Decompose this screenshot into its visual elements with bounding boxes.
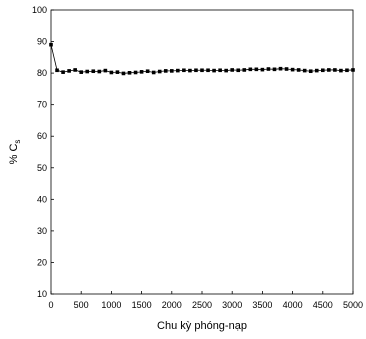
data-point (73, 68, 77, 72)
data-point (242, 68, 247, 72)
x-tick-label: 500 (74, 300, 89, 310)
data-point (157, 69, 162, 74)
data-point (260, 67, 265, 72)
data-point (61, 70, 65, 74)
data-point (97, 69, 102, 74)
x-tick-label: 1000 (101, 300, 121, 310)
x-tick-label: 0 (48, 300, 53, 310)
x-tick-label: 2000 (162, 300, 182, 310)
data-point (67, 69, 71, 73)
x-tick-label: 1500 (132, 300, 152, 310)
x-tick-label: 4000 (283, 300, 303, 310)
y-tick-label: 70 (37, 100, 47, 110)
series-layer (49, 42, 355, 76)
data-point (115, 70, 120, 74)
y-tick-label: 90 (37, 37, 47, 47)
data-point (296, 68, 301, 72)
data-point (91, 69, 96, 74)
data-point (351, 68, 355, 72)
y-axis-ticks: 10 20 30 40 50 60 70 80 90 100 (32, 5, 54, 299)
data-point (230, 68, 234, 72)
data-point (266, 67, 271, 71)
data-point (248, 67, 253, 72)
x-tick-label: 3000 (222, 300, 242, 310)
x-axis-ticks: 0 500 1000 1500 2000 2500 3000 3500 4000 4500 5000 (48, 291, 363, 310)
data-point (327, 68, 331, 72)
data-point (236, 68, 241, 73)
data-point (284, 67, 289, 71)
data-point (333, 68, 337, 72)
y-axis-title-main: % C (8, 144, 20, 165)
data-point (55, 68, 59, 73)
y-tick-label: 50 (37, 163, 47, 173)
y-axis-title: % Cs (8, 140, 22, 165)
data-point (103, 68, 108, 73)
data-point (339, 68, 343, 73)
data-point (170, 69, 174, 73)
data-point (200, 68, 204, 73)
x-tick-label: 4500 (313, 300, 333, 310)
x-tick-label: 2500 (192, 300, 212, 310)
plot-area-frame (50, 9, 354, 295)
x-axis-title: Chu kỳ phóng-nạp (157, 320, 247, 332)
data-point (127, 71, 132, 75)
data-point (145, 69, 150, 74)
data-point (254, 67, 259, 72)
data-point (188, 68, 192, 73)
y-tick-label: 20 (37, 257, 47, 267)
data-point (109, 70, 114, 75)
y-tick-label: 30 (37, 226, 47, 236)
data-point (308, 69, 313, 74)
y-tick-label: 40 (37, 194, 47, 204)
data-point (194, 68, 198, 73)
y-tick-label: 80 (37, 68, 47, 78)
data-point (321, 68, 325, 73)
data-point (121, 71, 126, 76)
y-tick-label: 10 (37, 289, 47, 299)
data-point (302, 68, 307, 73)
data-point (182, 68, 186, 73)
data-point (176, 68, 180, 73)
data-point (206, 68, 210, 73)
data-point (278, 66, 283, 71)
data-point (151, 70, 156, 75)
data-point (224, 68, 228, 73)
data-point (290, 67, 295, 72)
data-point (212, 68, 216, 73)
data-point (163, 69, 168, 73)
x-tick-label: 5000 (343, 300, 363, 310)
x-tick-label: 3500 (252, 300, 272, 310)
y-tick-label: 60 (37, 131, 47, 141)
data-point (139, 70, 144, 74)
y-axis-title-subscript: s (13, 140, 22, 144)
data-point (272, 67, 277, 72)
data-point (133, 70, 138, 75)
y-tick-label: 100 (32, 5, 47, 15)
data-point (345, 68, 349, 73)
data-point (85, 69, 90, 74)
data-point (314, 68, 319, 73)
data-point (49, 42, 53, 47)
data-point (79, 70, 83, 74)
data-point (218, 68, 222, 73)
